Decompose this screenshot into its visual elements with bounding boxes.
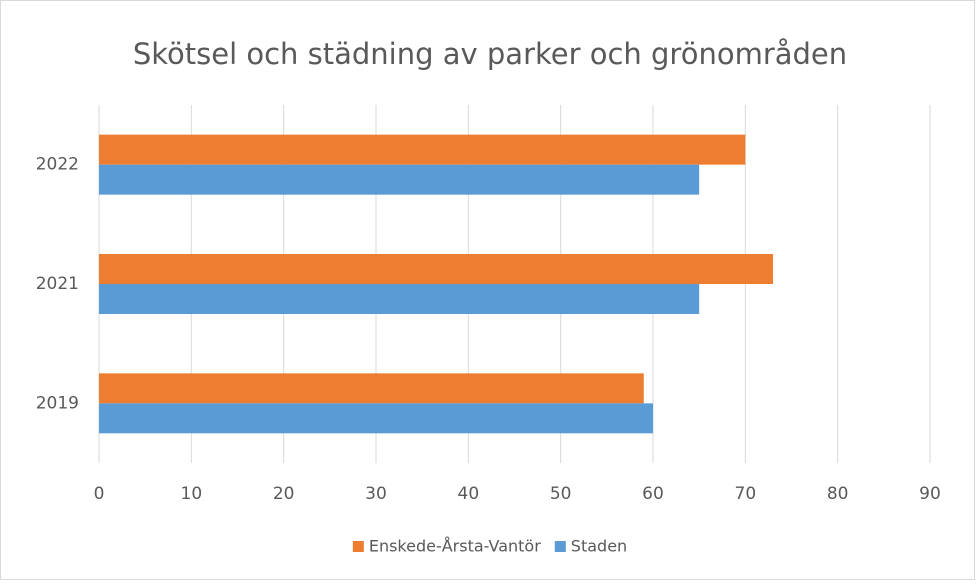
x-tick-label: 0 — [94, 484, 105, 504]
bar — [99, 403, 653, 434]
x-tick-label: 70 — [735, 484, 757, 504]
x-tick-label: 60 — [642, 484, 664, 504]
chart-title: Skötsel och städning av parker och gröno… — [133, 37, 847, 71]
legend-swatch — [554, 541, 566, 552]
y-tick-label: 2022 — [36, 155, 79, 175]
x-tick-label: 10 — [181, 484, 203, 504]
legend-label: Staden — [571, 537, 627, 556]
x-tick-label: 80 — [827, 484, 849, 504]
bar — [99, 284, 700, 314]
y-tick-label: 2019 — [36, 393, 79, 413]
bar — [99, 373, 644, 404]
legend-swatch — [352, 541, 364, 552]
bar — [99, 164, 700, 195]
bar — [99, 254, 774, 284]
y-tick-label: 2021 — [36, 274, 79, 294]
x-tick-label: 30 — [365, 484, 387, 504]
x-tick-label: 40 — [458, 484, 480, 504]
bar — [99, 134, 746, 165]
x-tick-label: 90 — [919, 484, 941, 504]
x-tick-label: 50 — [550, 484, 572, 504]
x-tick-label: 20 — [273, 484, 295, 504]
legend-label: Enskede-Årsta-Vantör — [369, 537, 541, 556]
